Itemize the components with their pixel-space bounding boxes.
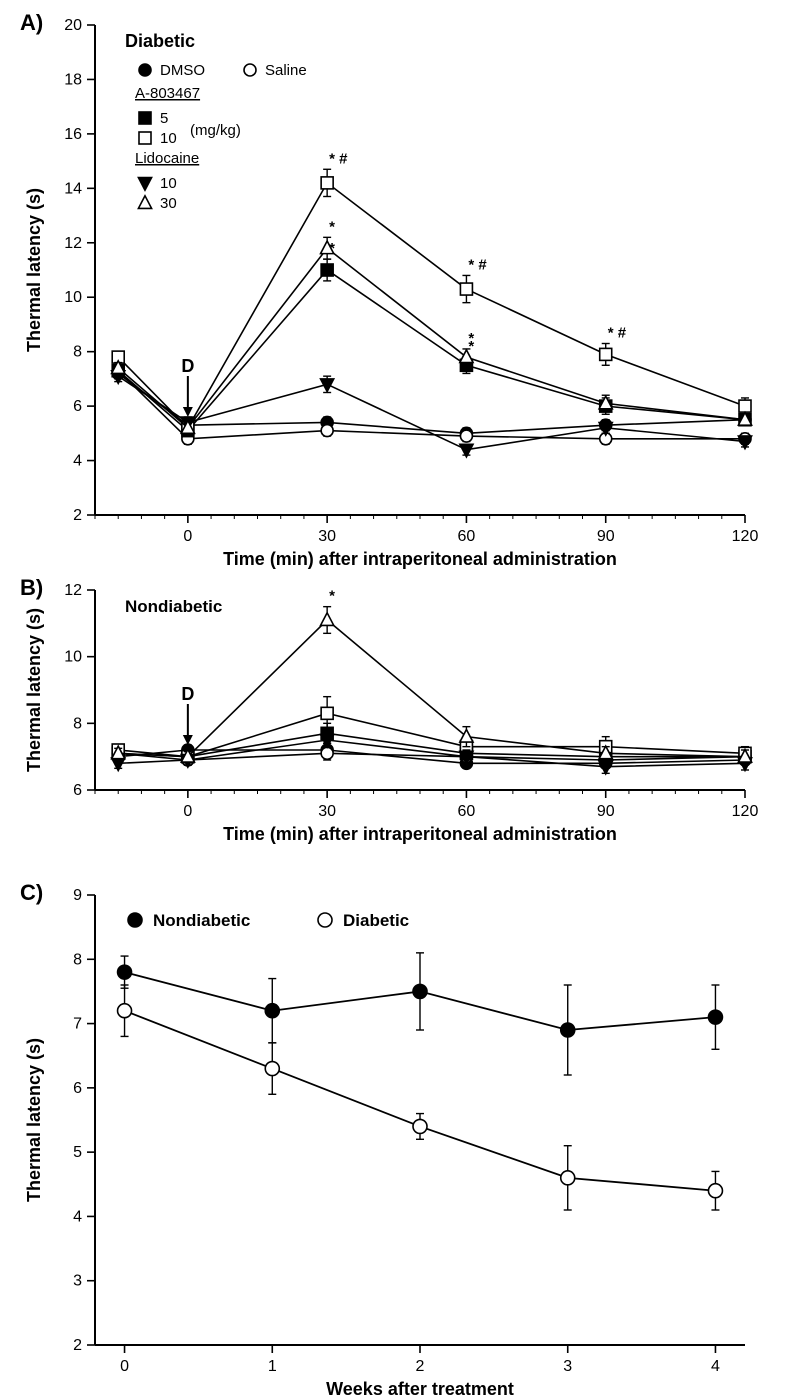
svg-text:2: 2 [416, 1358, 425, 1375]
svg-text:DMSO: DMSO [160, 62, 205, 79]
svg-text:90: 90 [597, 803, 615, 820]
svg-text:Time (min) after intraperitone: Time (min) after intraperitoneal adminis… [223, 549, 617, 569]
svg-text:2: 2 [73, 507, 82, 524]
svg-text:10: 10 [64, 649, 82, 666]
svg-text:120: 120 [732, 803, 759, 820]
svg-text:4: 4 [73, 1208, 82, 1225]
svg-text:4: 4 [711, 1358, 720, 1375]
svg-text:*: * [329, 218, 335, 235]
svg-text:8: 8 [73, 344, 82, 361]
svg-text:Thermal latency (s): Thermal latency (s) [24, 188, 44, 352]
svg-text:10: 10 [160, 130, 177, 147]
svg-text:A-803467: A-803467 [135, 85, 200, 102]
svg-text:4: 4 [73, 453, 82, 470]
svg-text:(mg/kg): (mg/kg) [190, 122, 241, 139]
svg-text:90: 90 [597, 528, 615, 545]
panel-b: 6810120306090120Time (min) after intrape… [20, 575, 758, 844]
svg-text:12: 12 [64, 235, 82, 252]
svg-text:0: 0 [120, 1358, 129, 1375]
svg-text:8: 8 [73, 715, 82, 732]
svg-text:* #: * # [608, 325, 627, 342]
svg-text:D: D [181, 684, 194, 704]
svg-text:3: 3 [563, 1358, 572, 1375]
svg-text:C): C) [20, 880, 43, 905]
svg-text:Nondiabetic: Nondiabetic [125, 597, 222, 616]
svg-text:6: 6 [73, 1080, 82, 1097]
svg-text:Thermal latency (s): Thermal latency (s) [24, 608, 44, 772]
svg-text:120: 120 [732, 528, 759, 545]
svg-text:30: 30 [318, 528, 336, 545]
figure-svg: 24681012141618200306090120Time (min) aft… [0, 0, 790, 1400]
svg-text:3: 3 [73, 1273, 82, 1290]
svg-text:Diabetic: Diabetic [125, 31, 195, 51]
svg-text:30: 30 [160, 195, 177, 212]
svg-text:1: 1 [268, 1358, 277, 1375]
svg-text:Thermal latency (s): Thermal latency (s) [24, 1038, 44, 1202]
svg-text:6: 6 [73, 782, 82, 799]
svg-text:14: 14 [64, 180, 82, 197]
svg-text:60: 60 [458, 803, 476, 820]
svg-text:Nondiabetic: Nondiabetic [153, 911, 250, 930]
svg-text:0: 0 [183, 803, 192, 820]
panel-a: 2 4 6 8 10 12 14 16 18 20 0 30 60 90 120 Time (min) aft… [20, 10, 758, 569]
svg-text:0: 0 [183, 528, 192, 545]
svg-text:7: 7 [73, 1016, 82, 1033]
svg-text:*: * [468, 330, 474, 347]
panel-c: 2 3 4 5 6 7 8 9 0 1 2 3 4 Weeks after treatment Therma… [20, 880, 745, 1399]
svg-text:10: 10 [160, 175, 177, 192]
figure-container: 24681012141618200306090120Time (min) aft… [0, 0, 790, 1400]
svg-text:Time (min) after intraperitone: Time (min) after intraperitoneal adminis… [223, 824, 617, 844]
svg-text:* #: * # [468, 256, 487, 273]
svg-text:18: 18 [64, 71, 82, 88]
svg-text:5: 5 [73, 1144, 82, 1161]
svg-text:B): B) [20, 575, 43, 600]
svg-text:16: 16 [64, 126, 82, 143]
svg-text:60: 60 [458, 528, 476, 545]
svg-text:Lidocaine: Lidocaine [135, 150, 199, 167]
svg-text:D: D [181, 356, 194, 376]
svg-text:10: 10 [64, 289, 82, 306]
svg-text:* #: * # [329, 150, 348, 167]
svg-text:*: * [329, 588, 335, 605]
svg-text:30: 30 [318, 803, 336, 820]
svg-text:2: 2 [73, 1337, 82, 1354]
svg-text:20: 20 [64, 17, 82, 34]
svg-text:6: 6 [73, 398, 82, 415]
svg-text:Weeks after treatment: Weeks after treatment [326, 1379, 514, 1399]
svg-text:8: 8 [73, 951, 82, 968]
svg-text:12: 12 [64, 582, 82, 599]
svg-text:5: 5 [160, 110, 168, 127]
svg-text:A): A) [20, 10, 43, 35]
svg-text:9: 9 [73, 887, 82, 904]
svg-text:Diabetic: Diabetic [343, 911, 409, 930]
svg-text:Saline: Saline [265, 62, 307, 79]
